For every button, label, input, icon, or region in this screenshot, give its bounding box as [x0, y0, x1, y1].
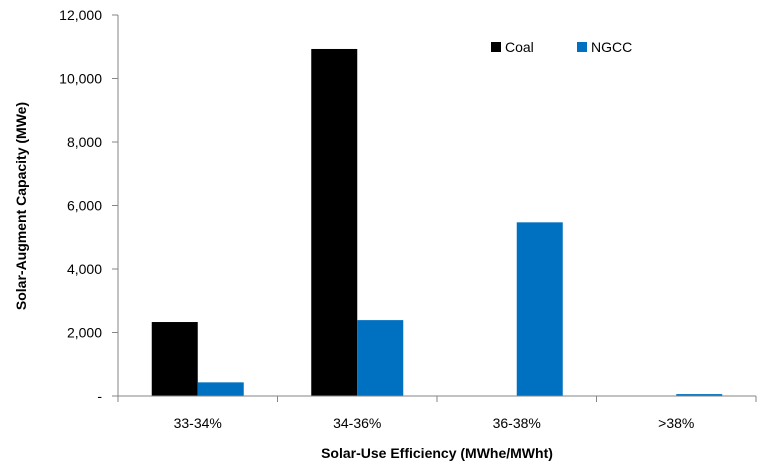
x-axis-title: Solar-Use Efficiency (MWhe/MWht) — [321, 445, 553, 461]
y-tick-label: 10,000 — [59, 71, 102, 87]
bar-ngcc-3 — [676, 394, 723, 396]
bar-coal-1 — [311, 48, 358, 396]
y-axis-title: Solar-Augment Capacity (MWe) — [13, 102, 29, 310]
y-tick-label: 8,000 — [67, 134, 102, 150]
y-tick-label: 4,000 — [67, 261, 102, 277]
bar-ngcc-2 — [516, 222, 563, 396]
x-tick-label: >38% — [658, 415, 694, 431]
bar-ngcc-1 — [357, 320, 404, 396]
x-tick-label: 33-34% — [174, 415, 222, 431]
y-ticks: - 2,000 4,000 6,000 8,000 10,000 12,000 — [59, 7, 118, 404]
y-tick-label: 2,000 — [67, 325, 102, 341]
x-tick-label: 34-36% — [333, 415, 381, 431]
legend-label-ngcc: NGCC — [591, 39, 632, 55]
x-tick-label: 36-38% — [493, 415, 541, 431]
y-tick-label: - — [97, 388, 102, 404]
bar-ngcc-0 — [197, 382, 244, 396]
legend-swatch-ngcc — [577, 42, 587, 52]
bar-coal-0 — [151, 322, 198, 396]
x-ticks: 33-34% 34-36% 36-38% >38% — [117, 396, 757, 431]
y-tick-label: 12,000 — [59, 7, 102, 23]
legend-label-coal: Coal — [505, 39, 534, 55]
bars — [151, 48, 723, 396]
legend: Coal NGCC — [491, 39, 632, 55]
y-tick-label: 6,000 — [67, 198, 102, 214]
legend-swatch-coal — [491, 42, 501, 52]
